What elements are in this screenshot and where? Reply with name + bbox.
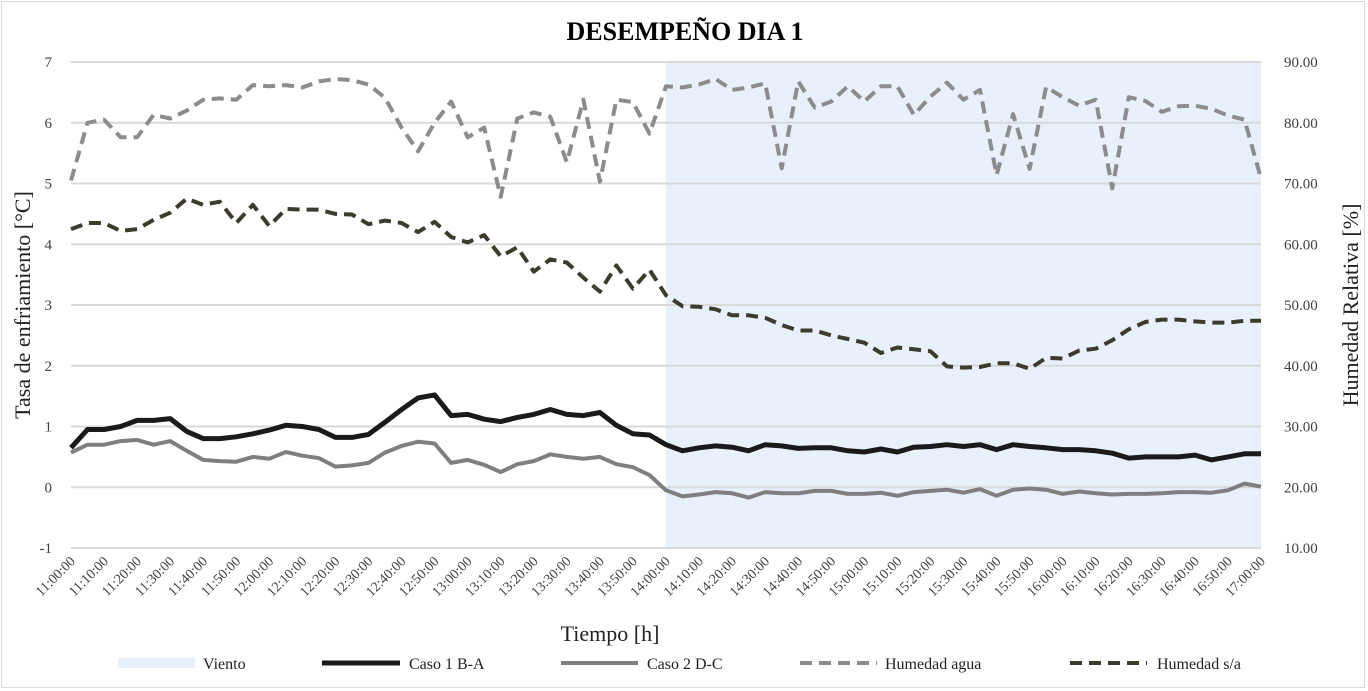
y-right-tick-label: 90.00: [1284, 55, 1318, 71]
x-axis-title: Tiempo [h]: [561, 621, 660, 646]
series-line-caso-1-b-a: [69, 392, 1261, 463]
y-left-tick-label: 2: [45, 359, 53, 375]
series-line-caso-2-d-c: [70, 437, 1262, 500]
legend-label-viento: Viento: [203, 656, 246, 673]
series-lines: [69, 77, 1263, 500]
chart-title: DESEMPEÑO DIA 1: [567, 17, 804, 46]
gridlines: [71, 61, 1261, 549]
y-right-tick-label: 50.00: [1284, 298, 1318, 314]
y-left-tick-label: 7: [45, 55, 53, 71]
y-left-tick-label: 5: [45, 177, 53, 193]
y-left-tick-label: 1: [45, 420, 53, 436]
legend-label-humedad-agua: Humedad agua: [885, 656, 981, 673]
y-right-tick-label: 70.00: [1284, 177, 1318, 193]
legend: Viento Caso 1 B-A Caso 2 D-C Humedad agu…: [118, 656, 1241, 673]
y-left-tick-label: 3: [45, 298, 53, 314]
y-right-tick-label: 30.00: [1284, 420, 1318, 436]
x-axis-ticks: 11:00:0011:10:0011:20:0011:30:0011:40:00…: [33, 554, 1268, 600]
y-right-tick-label: 10.00: [1284, 541, 1318, 557]
legend-label-caso1: Caso 1 B-A: [409, 656, 485, 673]
y-right-tick-label: 80.00: [1284, 116, 1318, 132]
legend-swatch-viento: [118, 658, 195, 668]
y-right-tick-label: 60.00: [1284, 237, 1318, 253]
y-axis-right-title: Humedad Relativa [%]: [1338, 204, 1363, 407]
y-left-tick-label: -1: [40, 541, 53, 557]
y-left-tick-label: 0: [45, 480, 53, 496]
series-line-humedad-s-a: [70, 196, 1261, 371]
y-axis-left-ticks: -1 0 1 2 3 4 5 6 7: [40, 55, 53, 557]
y-left-tick-label: 4: [45, 237, 53, 253]
legend-label-humedad-sa: Humedad s/a: [1157, 656, 1241, 673]
series-line-humedad-agua: [69, 77, 1263, 199]
y-right-tick-label: 20.00: [1284, 480, 1318, 496]
y-left-tick-label: 6: [45, 116, 53, 132]
y-axis-left-title: Tasa de enfriamiento [°C]: [10, 191, 35, 419]
legend-label-caso2: Caso 2 D-C: [647, 656, 723, 673]
y-axis-right-ticks: 10.00 20.00 30.00 40.00 50.00 60.00 70.00 80.00…: [1284, 55, 1318, 557]
y-right-tick-label: 40.00: [1284, 359, 1318, 375]
